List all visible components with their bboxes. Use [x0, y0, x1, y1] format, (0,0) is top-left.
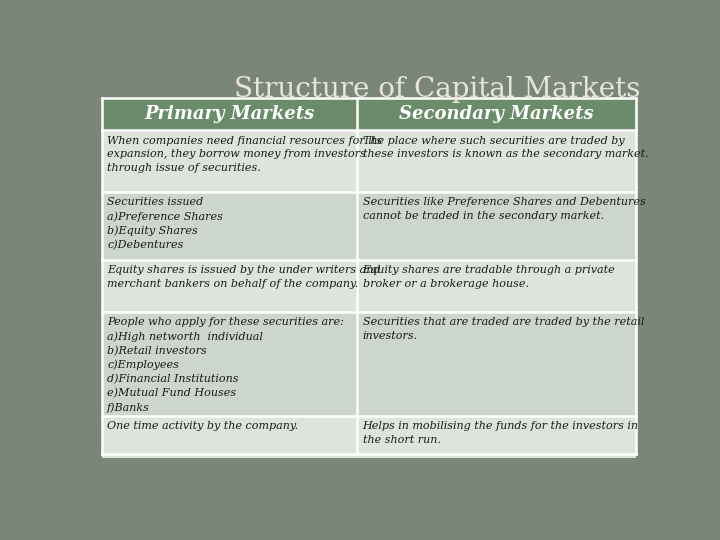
Text: When companies need financial resources for its
expansion, they borrow money fro: When companies need financial resources … — [107, 136, 382, 173]
Text: Equity shares are tradable through a private
broker or a brokerage house.: Equity shares are tradable through a pri… — [363, 265, 616, 288]
Text: People who apply for these securities are:
a)High networth  individual
b)Retail : People who apply for these securities ar… — [107, 318, 344, 413]
Text: Equity shares is issued by the under writers and
merchant bankers on behalf of t: Equity shares is issued by the under wri… — [107, 265, 381, 288]
Text: Securities like Preference Shares and Debentures
cannot be traded in the seconda: Securities like Preference Shares and De… — [363, 197, 645, 221]
Bar — [102, 192, 357, 260]
Bar — [357, 192, 636, 260]
Bar — [102, 98, 357, 130]
Bar — [357, 312, 636, 416]
Bar — [102, 260, 357, 312]
Text: Structure of Capital Markets: Structure of Capital Markets — [234, 76, 640, 103]
Text: Helps in mobilising the funds for the investors in
the short run.: Helps in mobilising the funds for the in… — [363, 421, 639, 445]
Text: Primary Markets: Primary Markets — [144, 105, 315, 123]
Bar — [357, 416, 636, 458]
Text: Secondary Markets: Secondary Markets — [400, 105, 594, 123]
FancyBboxPatch shape — [97, 93, 641, 458]
Bar — [357, 98, 636, 130]
Text: Securities that are traded are traded by the retail
investors.: Securities that are traded are traded by… — [363, 318, 644, 341]
Text: The place where such securities are traded by
these investors is known as the se: The place where such securities are trad… — [363, 136, 648, 159]
Bar — [102, 312, 357, 416]
Bar — [102, 130, 357, 192]
Text: One time activity by the company.: One time activity by the company. — [107, 421, 298, 431]
Bar — [102, 416, 357, 458]
Bar — [357, 130, 636, 192]
Bar — [357, 260, 636, 312]
Text: Securities issued
a)Preference Shares
b)Equity Shares
c)Debentures: Securities issued a)Preference Shares b)… — [107, 197, 223, 250]
